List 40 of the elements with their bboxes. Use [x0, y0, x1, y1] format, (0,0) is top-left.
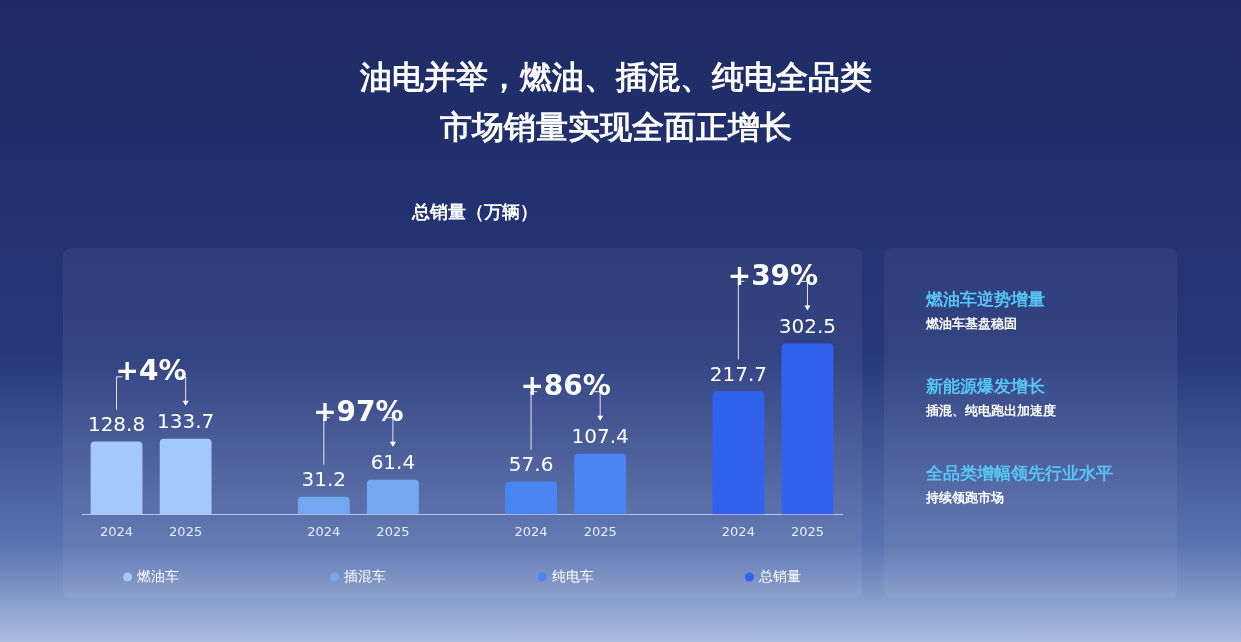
bar [781, 343, 834, 515]
x-tick-label: 2024 [721, 523, 755, 539]
legend-label: 插混车 [344, 567, 387, 584]
x-tick-label: 2025 [583, 523, 617, 539]
x-tick-label: 2024 [514, 523, 548, 539]
annotation: +4% [115, 354, 187, 388]
data-label: 128.8 [87, 411, 146, 436]
annotation: +97% [313, 394, 404, 428]
data-label: 133.7 [157, 409, 215, 434]
legend-label: 燃油车 [137, 567, 180, 584]
text: 燃油车逆势增量 [926, 288, 1046, 311]
legend-label: 总销量 [757, 567, 801, 584]
data-label: 31.2 [301, 466, 347, 491]
x-tick-label: 2024 [100, 523, 134, 539]
annotation: +86% [520, 368, 611, 402]
x-tick-label: 2025 [169, 523, 203, 539]
bar [574, 453, 627, 515]
x-tick-label: 2025 [790, 523, 824, 539]
data-label: 217.7 [709, 361, 767, 386]
data-label: 107.4 [571, 423, 629, 448]
bar [90, 441, 143, 515]
text: 插混、纯电跑出加速度 [926, 402, 1057, 420]
bar [367, 479, 419, 515]
chart-subtitle: 总销量（万辆） [412, 201, 538, 222]
x-tick-label: 2024 [307, 523, 341, 539]
data-label: 57.6 [508, 452, 554, 477]
text: 全品类增幅领先行业水平 [926, 462, 1114, 485]
text: +39% [727, 258, 819, 292]
text: 持续领跑市场 [926, 489, 1005, 507]
chart-title: 油电并举，燃油、插混、纯电全品类市场销量实现全面正增长 [359, 57, 873, 148]
data-label: 61.4 [370, 449, 416, 474]
text: 燃油车基盘稳固 [926, 315, 1018, 333]
bar [297, 496, 350, 515]
bar [159, 438, 212, 515]
x-tick-label: 2025 [376, 523, 410, 539]
bar [712, 391, 765, 515]
data-label: 302.5 [778, 313, 837, 338]
text: 新能源爆发增长 [926, 375, 1046, 398]
bar [505, 481, 557, 515]
legend-label: 纯电车 [551, 567, 594, 584]
